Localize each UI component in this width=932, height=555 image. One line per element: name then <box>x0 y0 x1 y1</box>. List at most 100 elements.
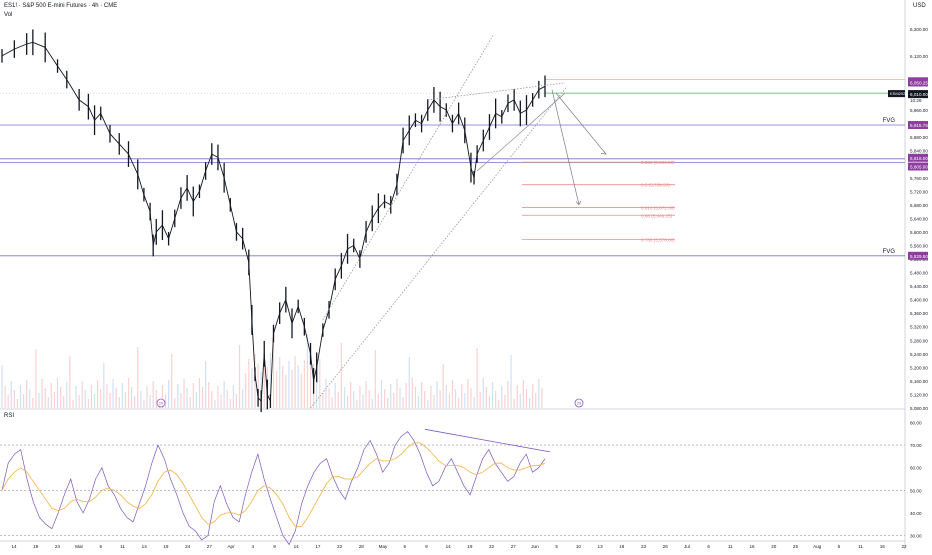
volume-bar <box>448 394 450 408</box>
volume-bar <box>16 399 19 408</box>
volume-bar <box>516 385 518 408</box>
time-axis-tick: 6 <box>838 544 841 549</box>
time-axis-tick: 24 <box>55 544 61 549</box>
volume-bar <box>180 393 182 408</box>
volume-bar <box>35 349 37 408</box>
volume-bar <box>522 380 525 408</box>
volume-bar <box>22 394 25 408</box>
volume-bar <box>217 386 219 408</box>
time-axis-tick: Mar <box>75 544 83 549</box>
volume-bar <box>451 380 454 408</box>
volume-bar <box>479 392 481 408</box>
rsi-axis-tick: 40.00 <box>910 511 922 516</box>
time-axis-tick: 9 <box>273 544 276 549</box>
volume-bar <box>501 386 503 408</box>
volume-bar <box>60 387 62 408</box>
fvg-mid-tag-1: 5,816.00 <box>910 156 928 161</box>
event-badge <box>574 398 584 408</box>
volume-bar <box>365 381 367 408</box>
volume-bar <box>223 381 225 408</box>
volume-bar <box>272 327 275 408</box>
volume-bar <box>491 382 494 408</box>
volume-bar <box>322 393 324 408</box>
volume-bar <box>362 395 364 408</box>
time-axis-tick: 6 <box>403 544 406 549</box>
price-axis-tick: 5,080.00 <box>910 406 928 411</box>
time-axis-tick: 13 <box>598 544 604 549</box>
volume-bar <box>4 386 6 408</box>
volume-bar <box>414 387 417 408</box>
volume-bar <box>174 398 176 408</box>
volume-bar <box>306 334 309 408</box>
time-axis-tick: 25 <box>793 544 799 549</box>
volume-bar <box>149 395 151 408</box>
volume-bar <box>417 396 420 408</box>
volume-bar <box>75 386 77 408</box>
volume-bar <box>353 391 355 408</box>
time-axis-tick: 6 <box>100 544 103 549</box>
volume-bar <box>245 373 247 408</box>
volume-bar <box>50 383 52 408</box>
time-axis-tick: 14 <box>294 544 300 549</box>
fvg-mid-tag-2: 5,805.00 <box>910 165 928 170</box>
price-axis-tick: 5,680.00 <box>910 203 928 208</box>
volume-bar <box>309 355 312 408</box>
volume-bar <box>368 390 370 408</box>
volume-bar <box>504 395 506 408</box>
volume-bar <box>507 381 509 408</box>
volume-bar <box>186 388 188 408</box>
volume-bar <box>525 389 528 408</box>
time-axis-tick: 26 <box>663 544 669 549</box>
volume-bar <box>436 381 438 408</box>
current-price-time: 10:26 <box>910 98 922 103</box>
volume-bar <box>294 356 296 408</box>
volume-bar <box>325 379 327 408</box>
fvg-upper-tag-bg <box>908 121 928 130</box>
volume-bar <box>377 394 379 408</box>
volume-bar <box>124 392 127 408</box>
high-price-tag: 6,050.25 <box>910 80 928 85</box>
volume-bar <box>66 382 68 408</box>
volume-bar <box>263 358 265 408</box>
volume-bar <box>337 392 339 408</box>
volume-bar <box>470 388 472 408</box>
chart-title: ES1! · S&P 500 E-mini Futures · 4h · CME <box>4 3 118 9</box>
currency-label: USD <box>913 3 926 9</box>
time-axis-tick: May <box>379 544 388 549</box>
volume-bar <box>275 371 278 408</box>
time-axis-tick: 22 <box>337 544 343 549</box>
price-axis-tick: 5,160.00 <box>910 379 928 384</box>
rsi-axis-tick: 70.00 <box>910 443 922 448</box>
time-axis-tick: Jun <box>531 544 539 549</box>
fvg-label-upper: FVG <box>883 118 896 124</box>
volume-bar <box>47 397 49 408</box>
time-axis-tick: 19 <box>467 544 473 549</box>
price-axis-tick: 5,600.00 <box>910 230 928 235</box>
volume-bar <box>19 385 22 408</box>
volume-bar <box>519 394 521 408</box>
volume-bar <box>41 379 43 408</box>
volume-bar <box>38 393 40 408</box>
fib-level-label: 0.618 (5,672.00) <box>641 206 675 211</box>
rsi-line <box>1 431 546 546</box>
volume-bar <box>405 383 407 408</box>
volume-bar <box>257 363 259 408</box>
volume-bar <box>87 399 89 408</box>
volume-bar <box>454 389 457 408</box>
fvg-lower-tag: 5,529.50 <box>910 254 928 259</box>
time-axis-tick: 11 <box>728 544 733 549</box>
volume-bar <box>380 380 383 408</box>
time-axis-tick: 22 <box>489 544 495 549</box>
volume-bar <box>127 378 130 408</box>
volume-bar <box>303 360 305 408</box>
volume-bar <box>334 383 336 408</box>
volume-bar <box>445 385 447 408</box>
volume-bar <box>319 359 321 408</box>
volume-bar <box>100 389 102 408</box>
volume-bar <box>532 384 534 408</box>
volume-bar <box>282 366 284 408</box>
time-axis-tick: 22 <box>901 544 907 549</box>
volume-bar <box>232 385 234 408</box>
volume-bar <box>467 379 469 408</box>
